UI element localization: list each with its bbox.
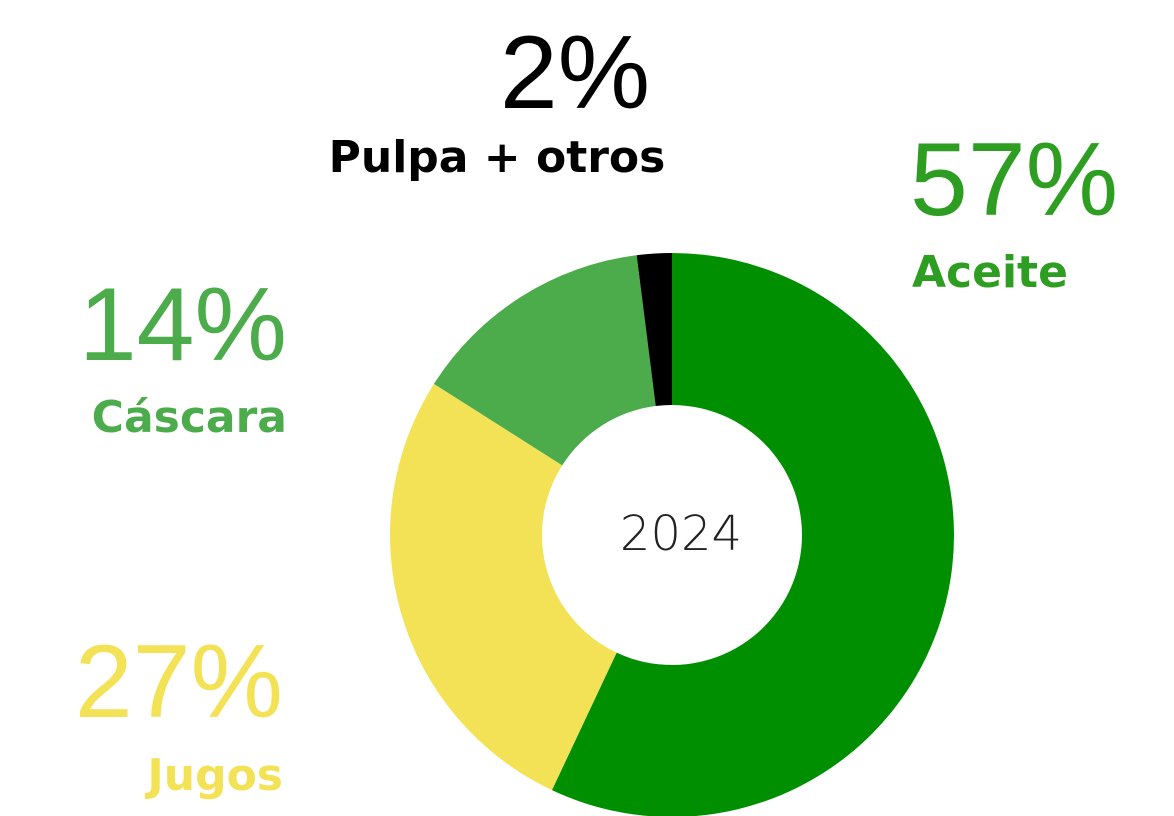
donut-segment xyxy=(551,253,955,816)
donut-segment xyxy=(636,253,672,407)
category-label: Aceite xyxy=(912,247,1068,298)
category-label: Pulpa + otros xyxy=(329,132,666,183)
value-label: 27% xyxy=(75,624,283,740)
donut-segment xyxy=(433,255,656,466)
category-label: Cáscara xyxy=(92,392,287,443)
value-label: 2% xyxy=(500,15,650,131)
donut-segment xyxy=(389,383,617,791)
category-label: Jugos xyxy=(144,750,283,801)
value-label: 14% xyxy=(79,267,287,383)
center-label: 2024 xyxy=(620,506,742,562)
value-label: 57% xyxy=(910,122,1118,238)
